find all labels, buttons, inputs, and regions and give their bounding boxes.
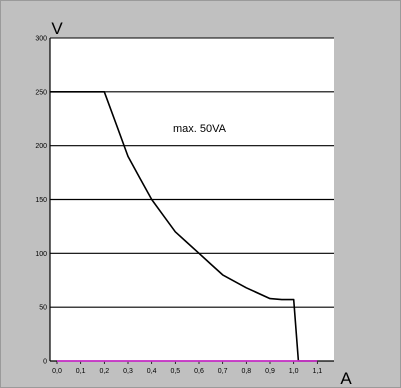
y-axis-label: V — [51, 19, 63, 38]
x-tick-label: 0,3 — [123, 368, 133, 375]
y-tick-label: 100 — [35, 251, 47, 258]
x-tick-label: 0,5 — [170, 368, 180, 375]
y-tick-label: 50 — [39, 305, 47, 312]
x-tick-label: 0,8 — [241, 368, 251, 375]
x-tick-label: 0,4 — [147, 368, 157, 375]
y-tick-label: 200 — [35, 143, 47, 150]
x-tick-label: 0,2 — [99, 368, 109, 375]
y-tick-label: 150 — [35, 197, 47, 204]
x-axis-label: A — [340, 369, 352, 388]
y-tick-label: 300 — [35, 36, 47, 43]
x-tick-label: 0,9 — [265, 368, 275, 375]
max-annotation: max. 50VA — [173, 123, 227, 135]
x-tick-label: 0,1 — [76, 368, 86, 375]
y-tick-label: 250 — [35, 89, 47, 96]
x-tick-label: 0,7 — [218, 368, 228, 375]
x-tick-label: 0,6 — [194, 368, 204, 375]
voltage-curve — [49, 91, 318, 362]
x-tick-label: 1,0 — [289, 368, 299, 375]
series-lines — [49, 91, 318, 362]
y-tick-label: 0 — [43, 359, 47, 366]
x-tick-label: 0,0 — [52, 368, 62, 375]
x-tick-label: 1,1 — [312, 368, 322, 375]
tick-labels: 0 50 100 150 200 250 300 0,0 0,1 0,2 0,3 0,4 0,5 0,6 0… — [35, 36, 322, 376]
